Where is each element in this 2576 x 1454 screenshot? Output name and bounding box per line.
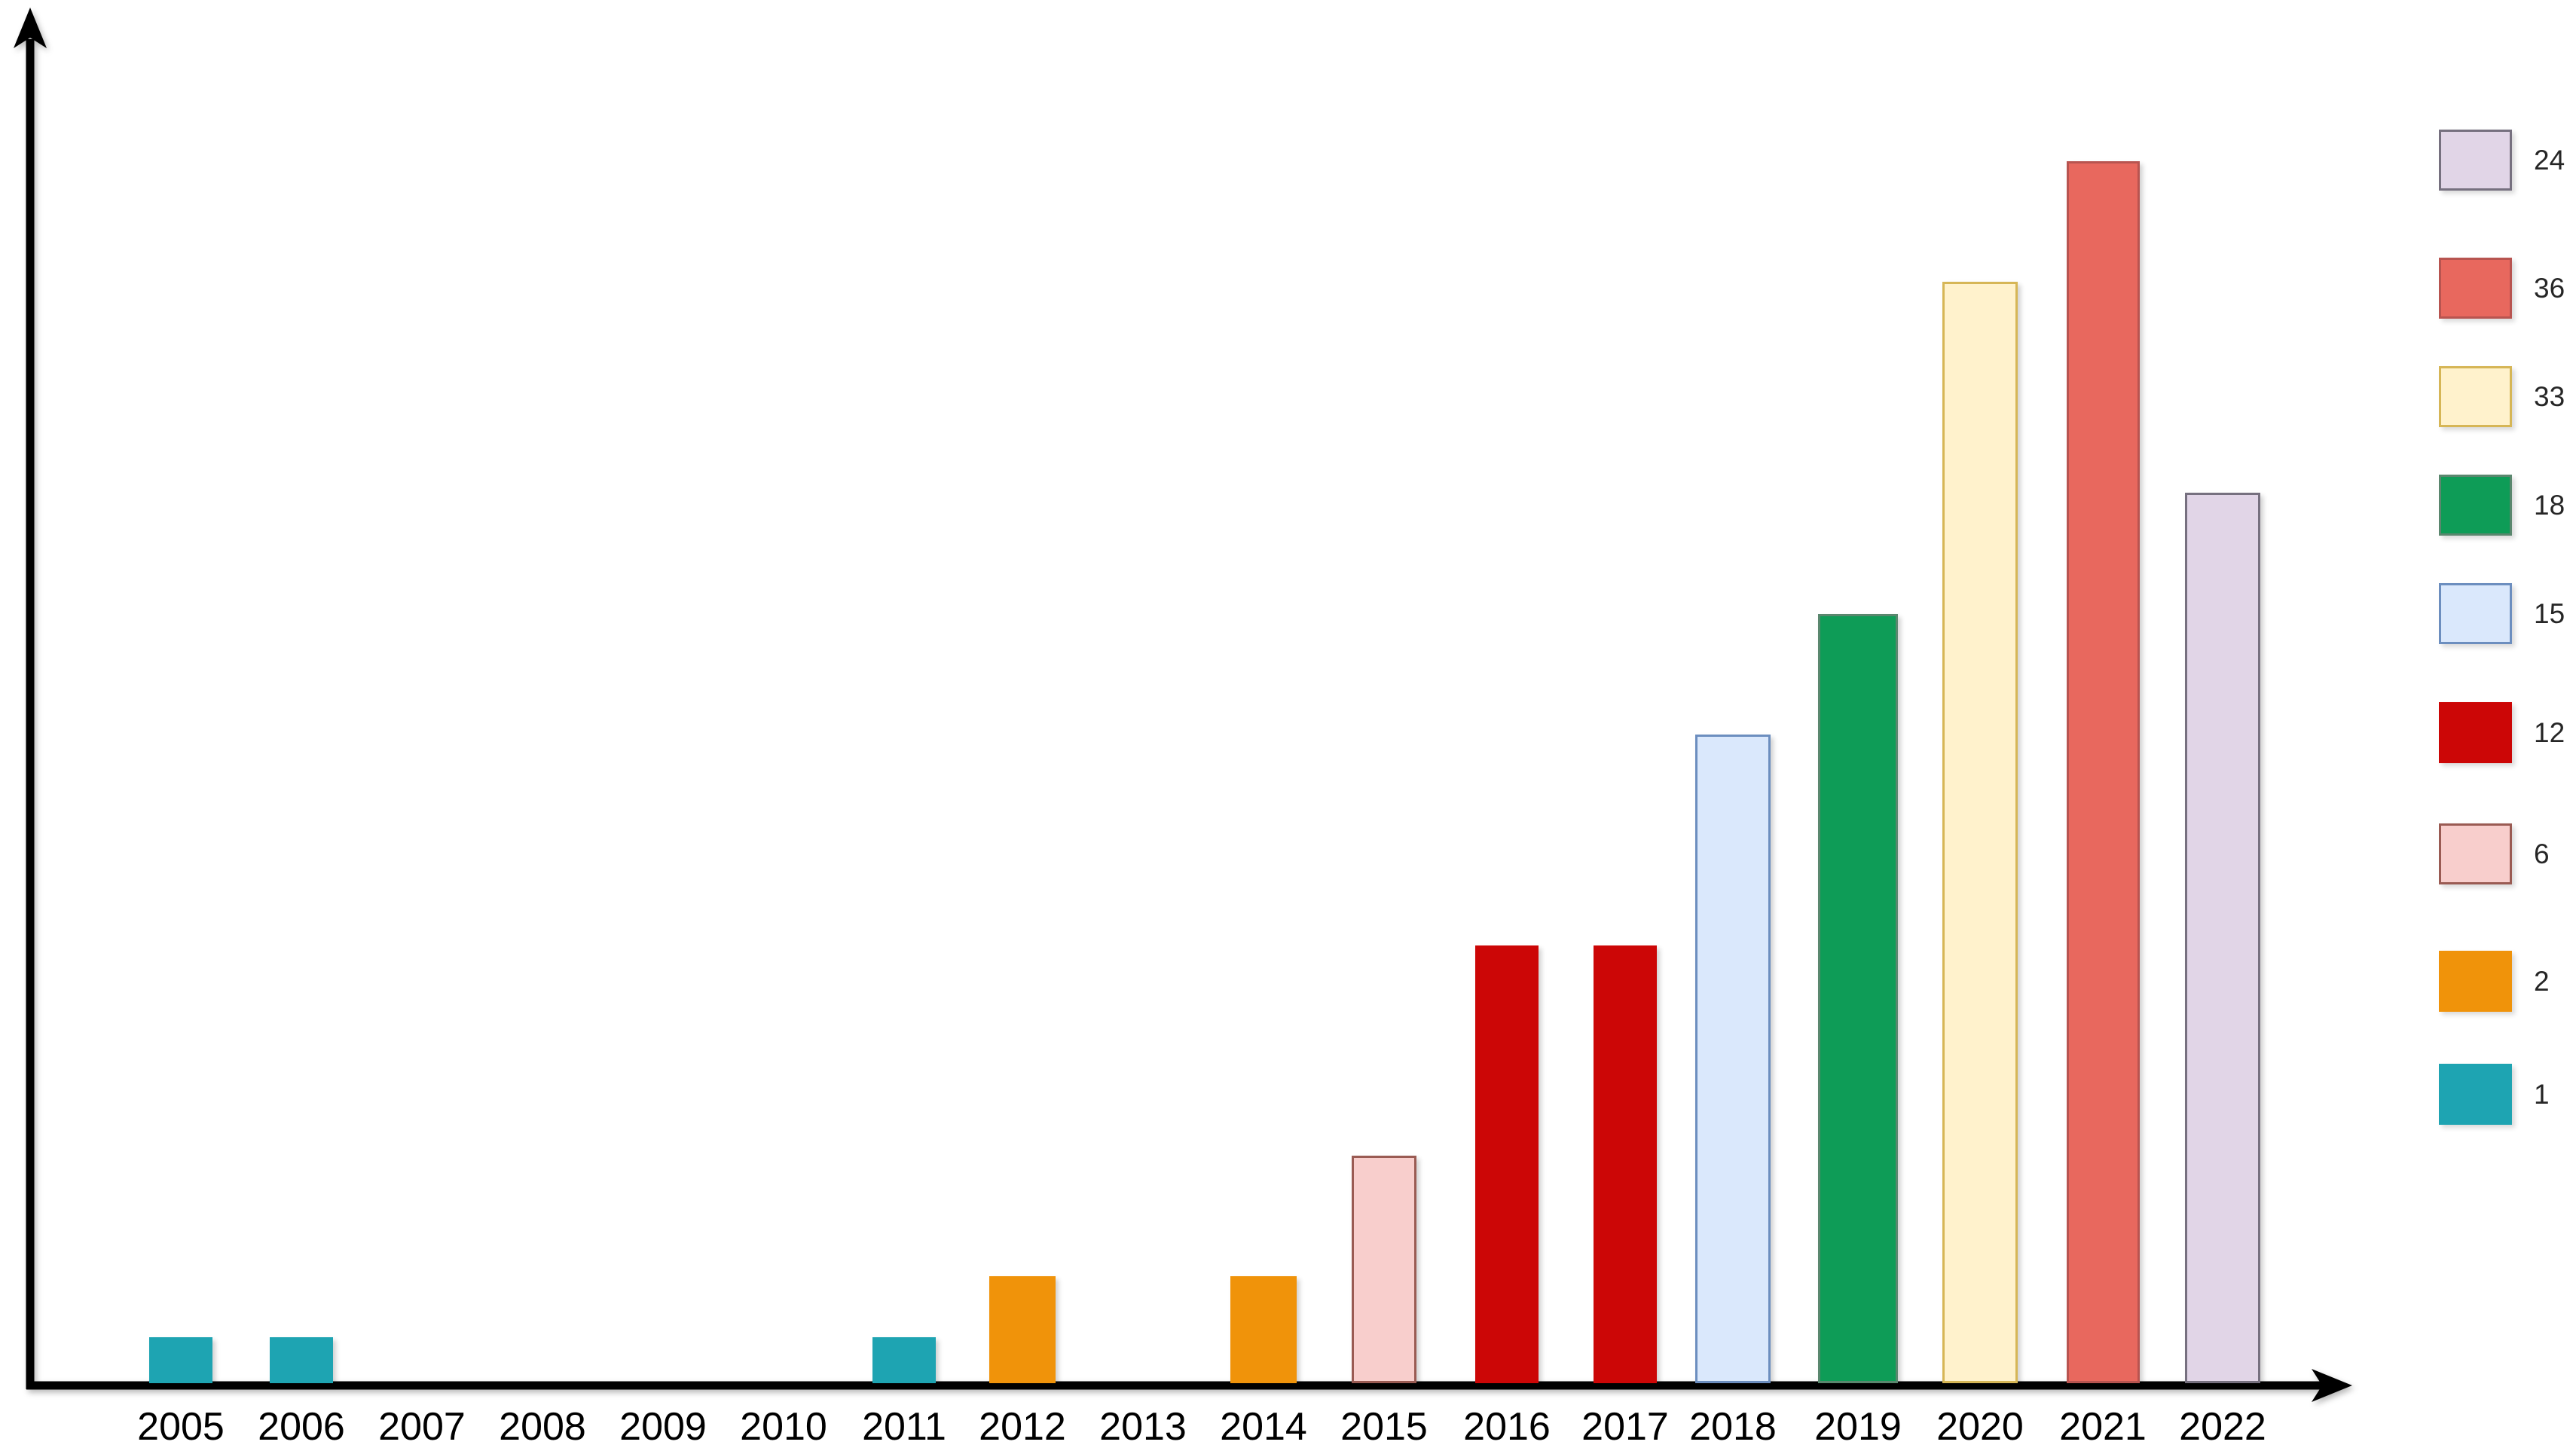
x-label-2010: 2010 [740,1405,827,1449]
legend-swatch-18 [2439,475,2512,536]
legend-label-12: 12 [2534,716,2565,748]
legend-swatch-2 [2439,951,2512,1012]
bar-2006 [270,1337,333,1383]
legend-swatch-36 [2439,258,2512,319]
bar-2022 [2185,493,2260,1383]
legend-label-24: 24 [2534,144,2565,176]
legend-swatch-24 [2439,130,2512,191]
x-label-2008: 2008 [499,1405,586,1449]
bar-2012 [989,1276,1056,1383]
bar-2021 [2066,161,2140,1383]
x-axis-arrow-icon [2312,1369,2352,1402]
bar-2020 [1942,282,2018,1383]
x-label-2022: 2022 [2179,1405,2266,1449]
bar-2015 [1352,1156,1416,1383]
x-label-2015: 2015 [1340,1405,1428,1449]
bar-2016 [1475,945,1539,1383]
bar-2005 [149,1337,212,1383]
legend-swatch-1 [2439,1064,2512,1125]
legend-label-33: 33 [2534,380,2565,412]
bar-2011 [872,1337,936,1383]
x-label-2019: 2019 [1814,1405,1902,1449]
bar-2017 [1594,945,1657,1383]
x-label-2013: 2013 [1099,1405,1187,1449]
x-label-2005: 2005 [137,1405,225,1449]
x-label-2018: 2018 [1689,1405,1777,1449]
x-label-2016: 2016 [1463,1405,1551,1449]
legend-label-1: 1 [2534,1078,2550,1110]
legend-swatch-15 [2439,583,2512,644]
x-label-2007: 2007 [378,1405,466,1449]
bar-2014 [1230,1276,1297,1383]
legend-swatch-12 [2439,702,2512,763]
x-label-2012: 2012 [979,1405,1066,1449]
x-label-2006: 2006 [258,1405,345,1449]
x-label-2017: 2017 [1581,1405,1669,1449]
bar-2018 [1695,735,1771,1383]
x-label-2020: 2020 [1936,1405,2024,1449]
legend-swatch-6 [2439,823,2512,884]
legend-label-6: 6 [2534,838,2550,869]
x-label-2009: 2009 [619,1405,707,1449]
legend-label-36: 36 [2534,272,2565,304]
y-axis-arrow-icon [14,8,47,48]
x-label-2014: 2014 [1220,1405,1307,1449]
x-label-2011: 2011 [862,1405,946,1449]
bar-2019 [1818,614,1898,1383]
x-label-2021: 2021 [2059,1405,2147,1449]
legend-label-15: 15 [2534,597,2565,629]
legend-label-18: 18 [2534,489,2565,521]
legend-swatch-33 [2439,366,2512,427]
legend-label-2: 2 [2534,965,2550,997]
